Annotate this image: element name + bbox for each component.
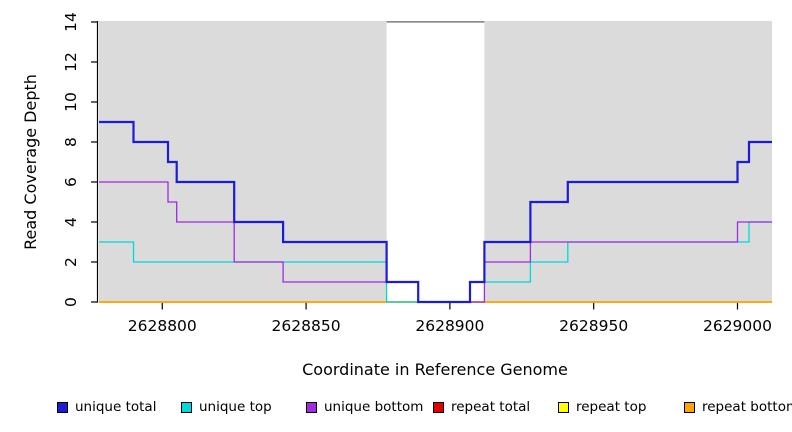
legend-item-unique-top: unique top	[181, 399, 272, 415]
legend-swatch-repeat-bottom	[684, 401, 695, 413]
legend-item-unique-bottom: unique bottom	[306, 399, 423, 415]
y-axis-tick-label: 12	[62, 52, 80, 72]
x-axis-tick-label: 2628850	[272, 317, 341, 335]
series-line-unique-total	[99, 120, 772, 304]
y-axis-tick-label: 6	[62, 177, 80, 187]
legend-item-repeat-bottom: repeat bottom	[684, 399, 792, 415]
legend-label-unique-bottom: unique bottom	[324, 399, 424, 415]
x-axis-tick-label: 2628950	[559, 317, 628, 335]
legend-item-repeat-total: repeat total	[433, 399, 530, 415]
chart-layer: 0 2 4 6 8 10 12 14 2628800 2628850 2628900 2628950 2…	[62, 12, 772, 335]
legend-swatch-unique-top	[181, 401, 192, 413]
series-line-unique-bottom	[99, 181, 772, 303]
legend-label-unique-top: unique top	[199, 399, 272, 415]
x-axis-title: Coordinate in Reference Genome	[302, 360, 568, 379]
gap-highlight-band	[386, 22, 485, 303]
legend-item-repeat-top: repeat top	[558, 399, 646, 415]
legend-label-repeat-top: repeat top	[576, 399, 647, 415]
y-axis-tick-label: 4	[62, 217, 80, 227]
y-axis-tick-label: 8	[62, 137, 80, 147]
y-axis-tick-label: 2	[62, 257, 80, 267]
legend-swatch-unique-bottom	[306, 401, 317, 413]
x-axis-tick-label: 2628900	[415, 317, 484, 335]
y-axis-title: Read Coverage Depth	[21, 74, 40, 250]
y-axis-tick-label: 10	[62, 92, 80, 112]
y-axis-tick-label: 14	[62, 12, 80, 32]
legend-swatch-repeat-top	[558, 401, 569, 413]
x-axis-tick-label: 2628800	[128, 317, 197, 335]
legend-label-repeat-bottom: repeat bottom	[702, 399, 792, 415]
x-axis-tick-label: 2629000	[703, 317, 772, 335]
legend-label-repeat-total: repeat total	[451, 399, 531, 415]
legend-swatch-repeat-total	[433, 401, 444, 413]
legend-label-unique-total: unique total	[75, 399, 157, 415]
legend-swatch-unique-total	[57, 401, 68, 413]
legend-item-unique-total: unique total	[57, 399, 156, 415]
y-axis-tick-label: 0	[62, 297, 80, 307]
